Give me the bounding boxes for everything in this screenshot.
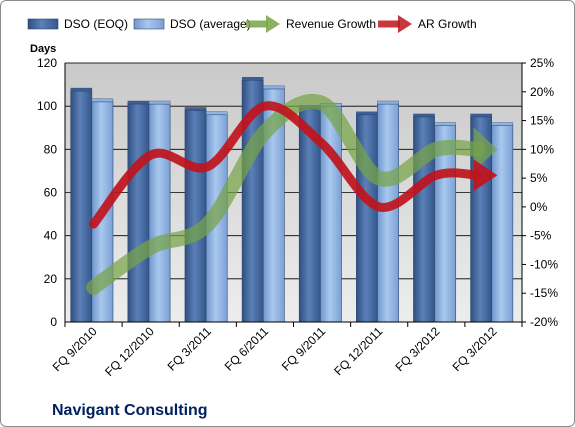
legend-arrow-revenue-growth [266, 15, 280, 33]
y2-tick-label: 15% [530, 114, 554, 128]
y2-tick-label: -15% [530, 286, 558, 300]
right-axis-ticks: -20% -15% -10% -5% 0% 5% 10% 15% 20% 25% [522, 56, 558, 329]
y2-tick-label: 5% [530, 171, 548, 185]
y-axis-label: Days [30, 43, 56, 55]
bar-top [263, 85, 285, 90]
y2-tick-label: 0% [530, 200, 548, 214]
legend: DSO (EOQ) DSO (average) Revenue Growth AR G… [27, 15, 477, 33]
bar-top [241, 77, 264, 81]
y2-tick-label: -20% [530, 315, 558, 329]
y2-tick-label: -5% [530, 229, 552, 243]
growth-lines [86, 94, 498, 295]
bar-top [91, 98, 114, 103]
x-tick-label: FQ 9/2011 [279, 324, 329, 374]
bar-dso-eoq [184, 110, 207, 323]
left-axis-ticks: 0 20 40 60 80 100 120 [37, 56, 57, 329]
y-tick-label: 60 [44, 186, 58, 200]
y2-tick-label: 10% [530, 142, 554, 156]
bar-top [434, 122, 456, 126]
axes [64, 63, 523, 327]
y2-tick-label: -10% [530, 257, 558, 271]
bar-top [377, 100, 399, 105]
bar-dso-average [491, 125, 514, 323]
x-tick-label: FQ 12/2011 [331, 324, 385, 378]
bar-top [70, 87, 93, 92]
bar-top [470, 113, 492, 118]
x-tick-label: FQ 12/2010 [102, 324, 157, 379]
legend-label-ar-growth: AR Growth [418, 17, 477, 31]
y-tick-label: 100 [37, 99, 57, 113]
y2-tick-label: 25% [530, 56, 554, 70]
legend-label-dso-eoq-: DSO (EOQ) [64, 17, 128, 31]
legend-label-dso-average-: DSO (average) [170, 17, 251, 31]
line-ar-growth [89, 101, 482, 229]
bar-dso-eoq [127, 103, 150, 323]
bar-top [491, 122, 514, 126]
x-tick-label: FQ 9/2010 [50, 324, 100, 374]
bar-top [356, 111, 378, 116]
y-tick-label: 40 [44, 229, 58, 243]
x-tick-label: FQ 3/2011 [165, 324, 215, 374]
y-tick-label: 0 [50, 315, 57, 329]
arrowhead-ar-growth [473, 159, 498, 192]
bar-top [205, 111, 228, 116]
bar-top [413, 113, 435, 118]
x-tick-label: FQ 3/2012 [450, 324, 500, 374]
legend-arrow-ar-growth [398, 15, 412, 33]
legend-swatch-dso-average- [133, 18, 165, 30]
company-name: Navigant Consulting [52, 402, 208, 419]
bar-dso-average [320, 105, 342, 323]
legend-swatch-dso-eoq- [27, 18, 59, 30]
bar-top [148, 100, 171, 105]
x-tick-label: FQ 6/2011 [222, 324, 272, 374]
y2-tick-label: 20% [530, 85, 554, 99]
arrowhead-revenue-growth [473, 127, 498, 172]
x-tick-label: FQ 3/2012 [392, 324, 442, 374]
bar-dso-average [148, 103, 171, 323]
bar-top [184, 107, 207, 111]
legend-label-revenue-growth: Revenue Growth [286, 17, 376, 31]
bar-dso-average [377, 103, 399, 323]
y-tick-label: 120 [37, 56, 57, 70]
y-tick-label: 80 [44, 142, 58, 156]
category-axis-ticks: FQ 9/2010 FQ 12/2010 FQ 3/2011 FQ 6/2011 FQ … [50, 324, 500, 379]
y-tick-label: 20 [44, 272, 58, 286]
bar-top [127, 100, 150, 105]
